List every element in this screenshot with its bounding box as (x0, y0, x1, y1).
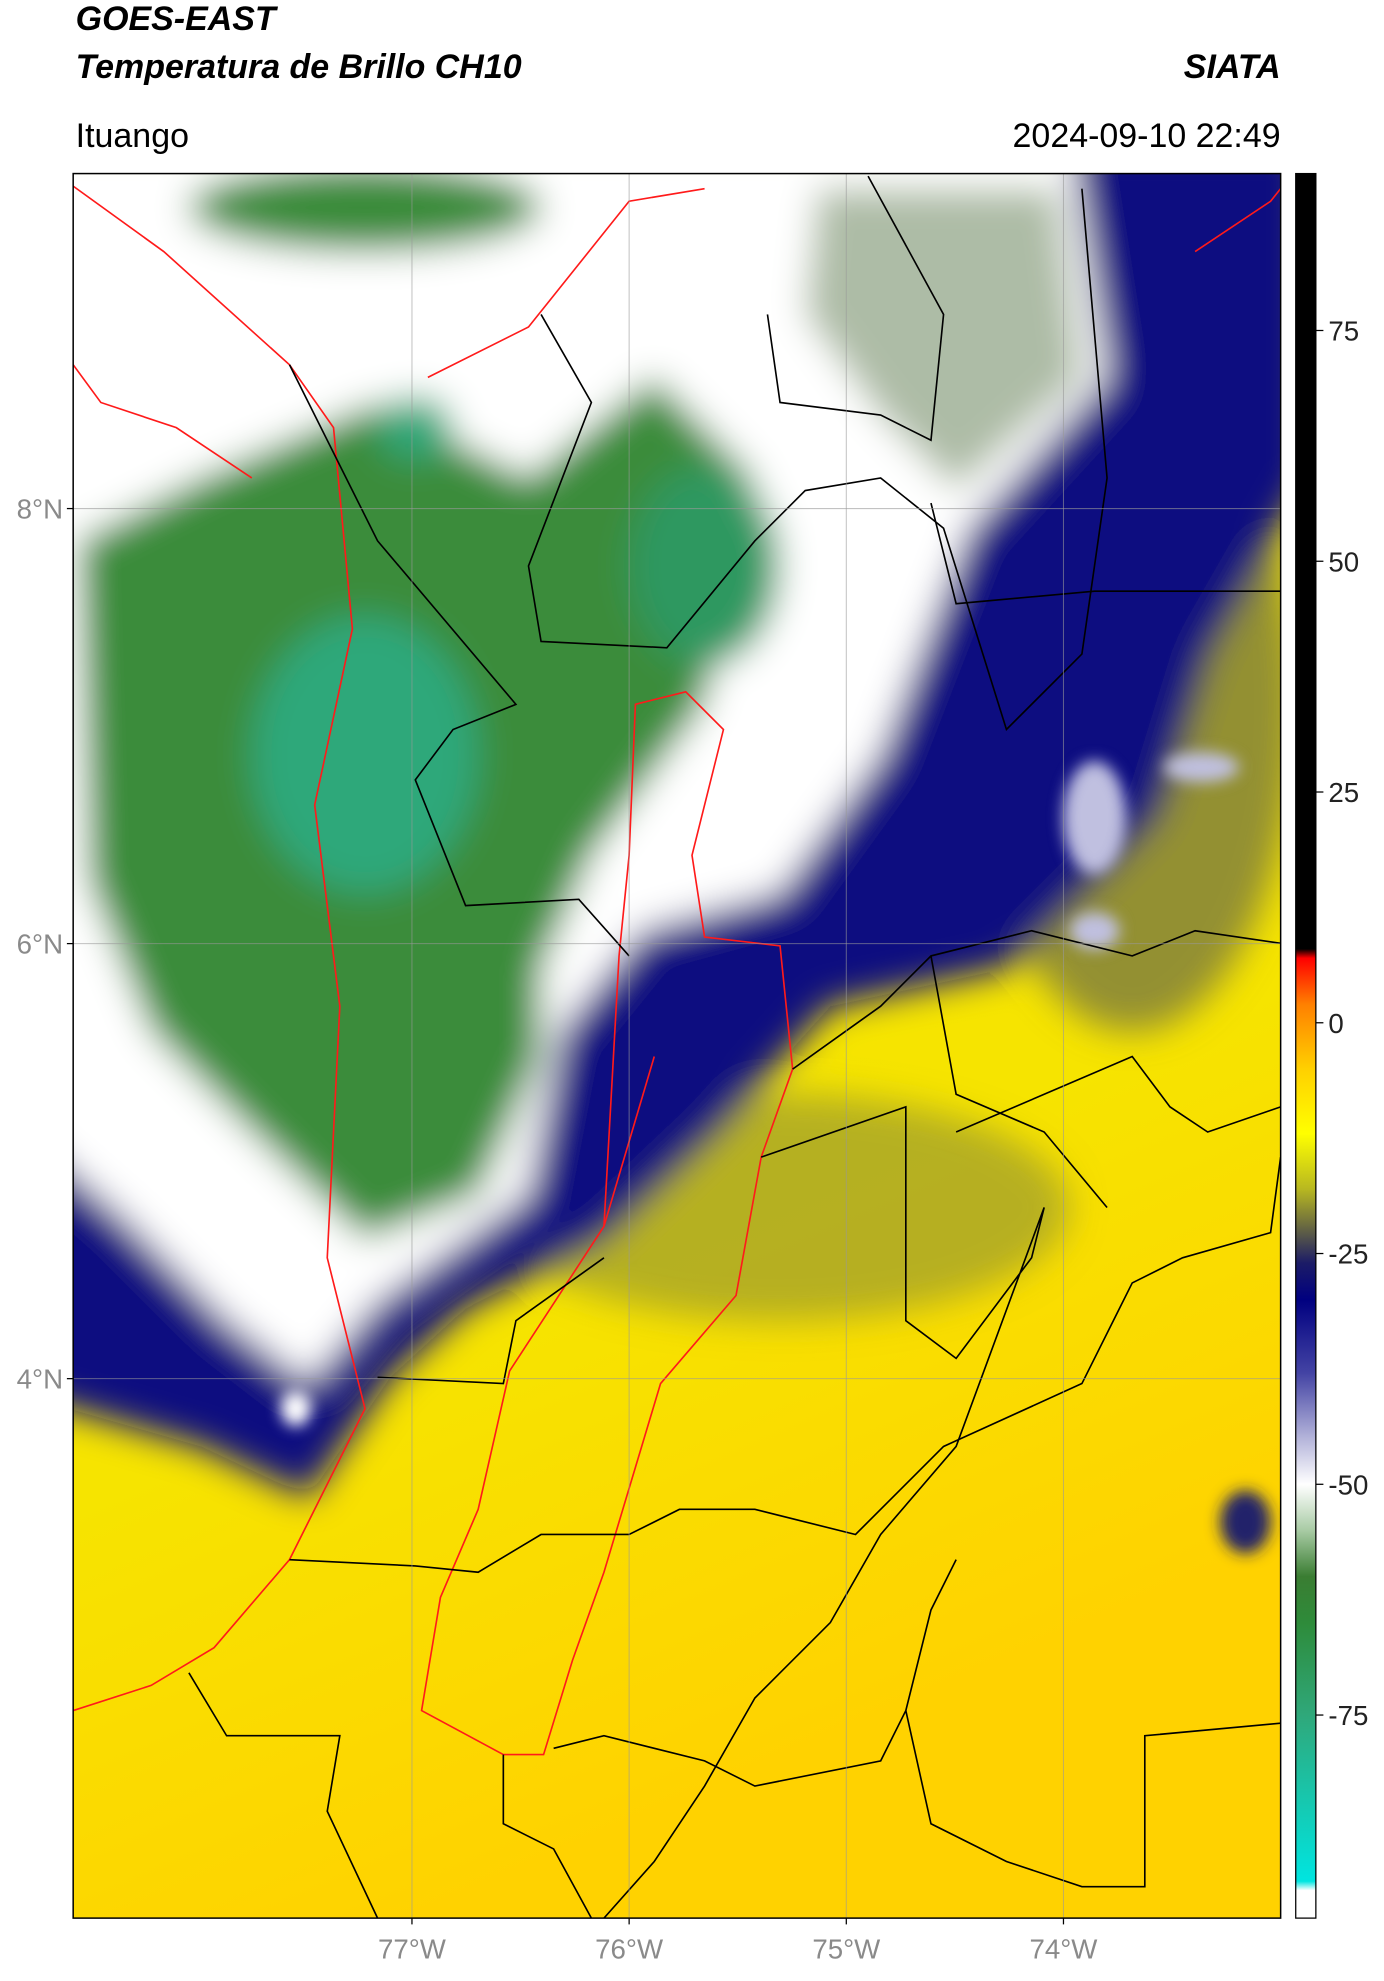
colorbar-tick-label: 50 (1328, 546, 1359, 577)
title: GOES-EAST (76, 0, 279, 38)
timestamp: 2024-09-10 22:49 (1013, 117, 1281, 155)
y-tick-label: 4°N (17, 1364, 63, 1395)
x-tick-label: 75°W (812, 1933, 881, 1964)
location: Ituango (76, 117, 189, 155)
y-tick-label: 8°N (17, 494, 63, 525)
colorbar-tick-label: -25 (1328, 1239, 1368, 1270)
colorbar-tick-label: 75 (1328, 316, 1359, 347)
x-tick-label: 76°W (595, 1933, 664, 1964)
satellite-image (73, 173, 1281, 1919)
colorbar-tick-label: -75 (1328, 1700, 1368, 1731)
colorbar-tick-label: 0 (1328, 1008, 1343, 1039)
colorbar-tick-label: -50 (1328, 1469, 1368, 1500)
colorbar (1295, 172, 1317, 1919)
source: SIATA (1184, 48, 1281, 86)
y-tick-label: 6°N (17, 929, 63, 960)
colorbar-tick-label: 25 (1328, 777, 1359, 808)
plot-frame (72, 172, 1282, 1919)
x-tick-label: 77°W (378, 1933, 447, 1964)
x-tick-label: 74°W (1030, 1933, 1099, 1964)
subtitle: Temperatura de Brillo CH10 (76, 48, 522, 86)
